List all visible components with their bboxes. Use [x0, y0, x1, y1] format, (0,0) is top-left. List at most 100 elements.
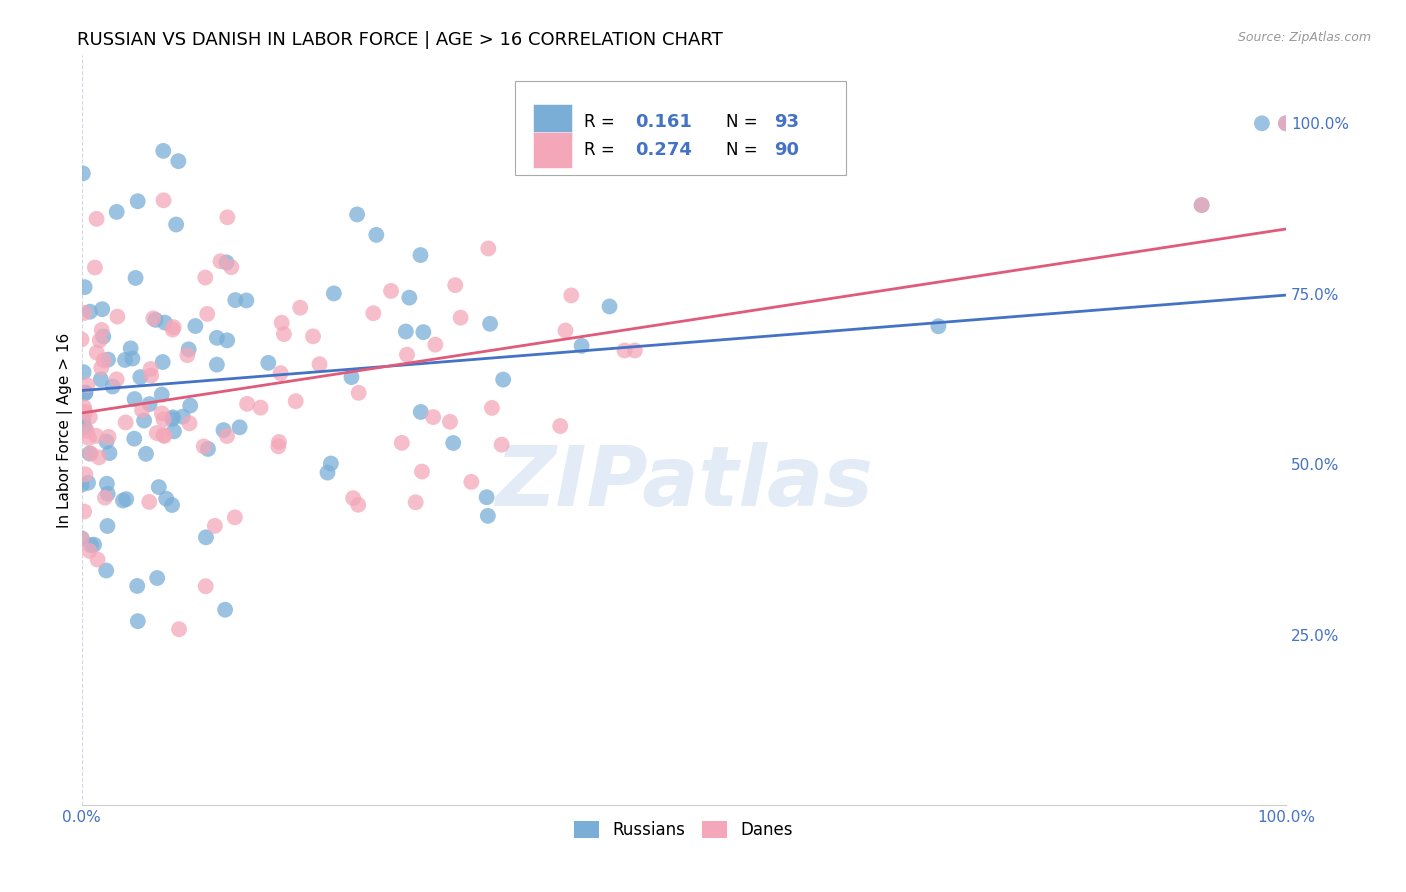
Point — [138, 397, 160, 411]
Point — [346, 207, 368, 221]
Point — [162, 410, 184, 425]
Point — [73, 405, 96, 419]
Point — [127, 579, 149, 593]
Point — [120, 342, 142, 356]
Point — [1191, 198, 1213, 212]
Point — [342, 491, 364, 505]
Point — [84, 429, 107, 443]
Point — [380, 284, 402, 298]
Point — [224, 510, 246, 524]
Point — [1275, 116, 1298, 130]
Point — [194, 530, 217, 544]
Point — [172, 409, 194, 424]
Point — [322, 286, 344, 301]
Point — [114, 353, 136, 368]
Point — [145, 425, 167, 440]
Point — [127, 614, 149, 628]
Point — [571, 339, 593, 353]
Point — [491, 438, 513, 452]
Point — [363, 306, 385, 320]
Point — [212, 423, 235, 437]
Point — [153, 316, 176, 330]
Point — [83, 538, 105, 552]
Point — [97, 487, 120, 501]
Point — [96, 434, 118, 449]
Point — [481, 401, 503, 415]
Point — [270, 366, 292, 380]
Point — [162, 412, 184, 426]
Point — [340, 370, 363, 384]
Point — [477, 508, 499, 523]
Point — [195, 307, 218, 321]
Point — [163, 425, 186, 439]
Point — [153, 429, 176, 443]
Point — [221, 260, 243, 274]
Point — [127, 194, 149, 209]
Point — [302, 329, 325, 343]
Point — [162, 320, 184, 334]
Point — [152, 144, 174, 158]
Point — [422, 410, 444, 425]
Point — [927, 319, 949, 334]
Text: RUSSIAN VS DANISH IN LABOR FORCE | AGE > 16 CORRELATION CHART: RUSSIAN VS DANISH IN LABOR FORCE | AGE >… — [77, 31, 723, 49]
Point — [316, 466, 339, 480]
Point — [228, 420, 250, 434]
Point — [70, 533, 93, 547]
FancyBboxPatch shape — [533, 132, 572, 168]
Point — [97, 352, 120, 367]
Point — [97, 430, 120, 444]
Point — [205, 331, 228, 345]
Point — [72, 413, 94, 427]
Point — [114, 416, 136, 430]
Point — [87, 450, 110, 465]
Point — [214, 603, 236, 617]
Point — [76, 424, 98, 438]
Point — [76, 378, 98, 392]
Point — [270, 316, 292, 330]
Point — [193, 439, 215, 453]
Point — [77, 475, 100, 490]
Point — [138, 495, 160, 509]
Point — [75, 386, 97, 401]
Point — [73, 306, 96, 320]
Point — [560, 288, 582, 302]
Point — [554, 324, 576, 338]
Point — [224, 293, 246, 307]
Point — [167, 622, 190, 636]
Point — [215, 429, 238, 443]
Point — [139, 362, 162, 376]
Point — [217, 334, 239, 348]
Point — [146, 571, 169, 585]
Point — [308, 357, 330, 371]
Point — [398, 291, 420, 305]
Point — [122, 432, 145, 446]
Point — [450, 310, 472, 325]
Point — [165, 218, 187, 232]
Point — [319, 457, 342, 471]
Point — [121, 351, 143, 366]
Point — [94, 491, 117, 505]
Text: R =: R = — [583, 141, 614, 159]
Point — [134, 414, 156, 428]
Point — [101, 379, 124, 393]
Text: 90: 90 — [775, 141, 799, 159]
Point — [441, 436, 464, 450]
Point — [124, 271, 146, 285]
Point — [160, 498, 183, 512]
Point — [89, 334, 111, 348]
Point — [1250, 116, 1272, 130]
Point — [249, 401, 271, 415]
Y-axis label: In Labor Force | Age > 16: In Labor Force | Age > 16 — [58, 333, 73, 528]
Point — [93, 353, 115, 368]
Point — [217, 211, 239, 225]
Point — [70, 477, 93, 491]
Point — [152, 355, 174, 369]
Point — [209, 254, 232, 268]
Point — [139, 368, 162, 383]
Point — [411, 465, 433, 479]
Point — [205, 358, 228, 372]
Point — [152, 412, 174, 426]
Point — [1191, 198, 1213, 212]
Legend: Russians, Danes: Russians, Danes — [568, 814, 800, 846]
Point — [83, 260, 105, 275]
